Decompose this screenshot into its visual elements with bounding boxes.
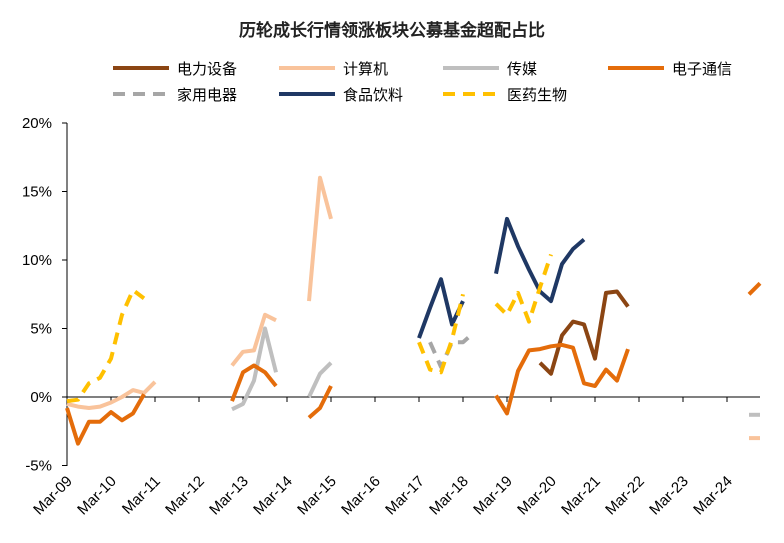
x-tick-label: Mar-16	[338, 473, 384, 519]
legend-label: 医药生物	[507, 86, 567, 104]
y-tick-label: 5%	[30, 321, 52, 338]
series-line	[494, 253, 553, 324]
series-line	[230, 363, 278, 402]
x-tick-label: Mar-20	[514, 473, 560, 519]
series-line	[538, 289, 630, 376]
legend-item: 电子通信	[608, 60, 732, 78]
legend-item: 家用电器	[113, 86, 237, 104]
legend-item: 电力设备	[113, 60, 237, 78]
series-line	[307, 361, 333, 398]
x-tick-label: Mar-15	[294, 473, 340, 519]
x-tick-label: Mar-19	[470, 473, 516, 519]
chart-title: 历轮成长行情领涨板块公募基金超配占比	[239, 20, 545, 41]
series-3	[231, 326, 760, 417]
x-tick-label: Mar-23	[646, 473, 692, 519]
series-line	[66, 380, 157, 410]
series-line	[307, 385, 333, 420]
series-line	[230, 312, 277, 367]
x-tick-label: Mar-24	[690, 473, 736, 519]
series-4	[65, 281, 762, 446]
series-line	[417, 293, 465, 375]
y-tick-label: 0%	[30, 389, 52, 406]
series-line	[428, 331, 476, 369]
series-7	[66, 253, 553, 404]
y-tick-label: 20%	[22, 115, 52, 132]
x-tick-label: Mar-17	[382, 473, 428, 519]
series-5	[428, 331, 476, 369]
legend-label: 计算机	[343, 60, 388, 78]
x-tick-label: Mar-11	[119, 473, 164, 518]
x-tick-label: Mar-21	[558, 473, 604, 519]
legend-label: 家用电器	[177, 86, 237, 104]
legend-label: 电子通信	[672, 60, 732, 78]
series-layer	[65, 175, 762, 446]
series-line	[231, 326, 278, 412]
series-line	[66, 288, 146, 404]
series-line	[307, 175, 333, 302]
y-tick-label: 15%	[22, 184, 52, 201]
legend-item: 传媒	[443, 60, 537, 78]
series-line	[747, 281, 762, 296]
series-2	[66, 175, 760, 441]
y-tick-label: 10%	[22, 252, 52, 269]
series-6	[417, 216, 586, 339]
x-tick-label: Mar-22	[602, 473, 648, 519]
x-tick-label: Mar-12	[162, 473, 208, 519]
legend-item: 医药生物	[443, 86, 567, 104]
x-tick-label: Mar-14	[250, 473, 296, 519]
y-tick-label: -5%	[25, 458, 52, 475]
legend-label: 食品饮料	[343, 86, 403, 104]
legend-label: 电力设备	[177, 60, 237, 78]
legend-label: 传媒	[507, 60, 537, 78]
x-tick-label: Mar-18	[426, 473, 472, 519]
x-tick-label: Mar-10	[74, 473, 120, 519]
series-line	[65, 393, 146, 446]
x-tick-label: Mar-09	[30, 473, 76, 519]
legend-item: 计算机	[279, 60, 388, 78]
legend-item: 食品饮料	[279, 86, 403, 104]
series-line	[417, 277, 465, 339]
series-1	[538, 289, 630, 376]
x-tick-label: Mar-13	[206, 473, 252, 519]
series-line	[494, 342, 630, 416]
